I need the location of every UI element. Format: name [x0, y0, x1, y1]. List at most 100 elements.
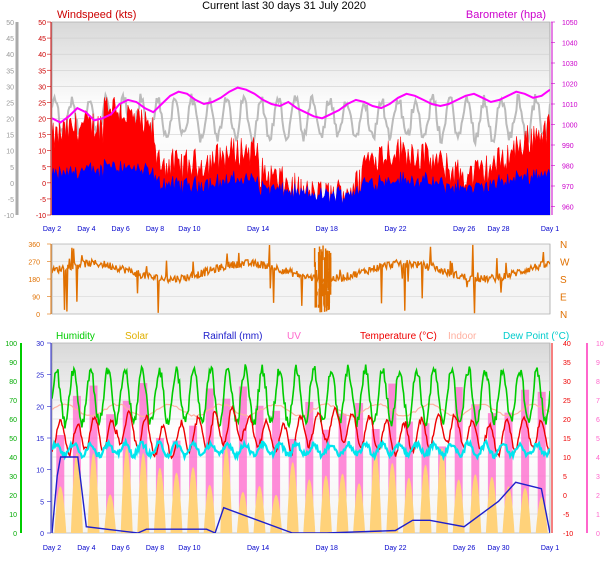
uv-bar [255, 405, 264, 533]
uv-tick-label: 3 [596, 474, 600, 481]
wind-tick-label: 15 [38, 133, 46, 140]
legend-item: Dew Point (°C) [503, 331, 569, 342]
rain-tick-label: 10 [36, 468, 44, 475]
x-tick-label-bottom: Day 4 [77, 545, 95, 552]
legend-item: Temperature (°C) [360, 331, 437, 342]
dewpoint-series [52, 437, 550, 462]
temperature-tick-label: 25 [563, 398, 571, 405]
x-tick-label: Day 4 [77, 226, 95, 233]
x-tick-label: Day 18 [316, 226, 338, 233]
outer-wind-tick-label: 25 [6, 100, 14, 107]
x-tick-label: Day 2 [43, 226, 61, 233]
legend-item: UV [287, 331, 301, 342]
temperature-tick-label: 10 [563, 455, 571, 462]
humidity-tick-label: 70 [9, 398, 17, 405]
outer-wind-tick-label: 30 [6, 84, 14, 91]
uv-bar [454, 387, 463, 533]
uv-bar [272, 410, 281, 533]
uv-bar [521, 389, 530, 533]
direction-tick-label: 270 [28, 260, 40, 267]
solar-peak [419, 464, 432, 533]
uv-bar [238, 386, 247, 533]
x-tick-label: Day 14 [247, 226, 269, 233]
x-tick-label: Day 22 [384, 226, 406, 233]
solar-peak [369, 451, 382, 533]
solar-peak [469, 474, 482, 533]
uv-tick-label: 9 [596, 360, 600, 367]
barometer-series [52, 86, 550, 124]
solar-peak [452, 479, 465, 533]
uv-tick-label: 7 [596, 398, 600, 405]
solar-peak [253, 485, 266, 533]
x-tick-label: Day 1 [541, 226, 559, 233]
uv-bar [305, 401, 314, 533]
uv-bar [106, 414, 115, 533]
outer-wind-tick-label: -5 [8, 197, 14, 204]
wind-tick-label: 25 [38, 100, 46, 107]
compass-label: N [560, 310, 567, 321]
uv-tick-label: 2 [596, 493, 600, 500]
legend-item: Indoor [448, 331, 477, 342]
solar-peak [120, 448, 133, 533]
temperature-tick-label: 40 [563, 341, 571, 348]
humidity-tick-label: 50 [9, 436, 17, 443]
compass-label: S [560, 275, 567, 286]
temperature-tick-label: 15 [563, 436, 571, 443]
outer-wind-tick-label: 35 [6, 68, 14, 75]
direction-tick-label: 360 [28, 242, 40, 249]
baro-tick-label: 1040 [562, 41, 578, 48]
direction-tick-label: 180 [28, 277, 40, 284]
solar-peak [220, 447, 233, 533]
rainfall-series [52, 456, 550, 533]
solar-peak [104, 494, 117, 533]
average-wind-series [52, 158, 550, 215]
wind-tick-label: 40 [38, 52, 46, 59]
outer-wind-tick-label: 45 [6, 36, 14, 43]
solar-peak [303, 479, 316, 533]
temperature-tick-label: 35 [563, 360, 571, 367]
outer-wind-tick-label: 10 [6, 149, 14, 156]
uv-tick-label: 0 [596, 531, 600, 538]
solar-peak [519, 487, 532, 533]
baro-tick-label: 1020 [562, 82, 578, 89]
solar-peak [336, 473, 349, 533]
wind-tick-label: 0 [42, 181, 46, 188]
uv-bar [487, 413, 496, 533]
temperature-tick-label: -10 [563, 531, 573, 538]
compass-label: W [560, 258, 570, 269]
uv-bar [537, 391, 546, 533]
uv-bar [504, 412, 513, 533]
rain-tick-label: 20 [36, 404, 44, 411]
direction-tick-label: 90 [32, 295, 40, 302]
solar-peak [203, 484, 216, 533]
rain-tick-label: 25 [36, 373, 44, 380]
x-tick-label-bottom: Day 1 [541, 545, 559, 552]
temperature-tick-label: -5 [563, 512, 569, 519]
humidity-tick-label: 80 [9, 379, 17, 386]
indoor-series [52, 403, 550, 418]
humidity-series [52, 364, 550, 430]
baro-tick-label: 1050 [562, 20, 578, 27]
uv-tick-label: 4 [596, 455, 600, 462]
baro-tick-label: 990 [562, 143, 574, 150]
outer-wind-tick-label: -10 [4, 213, 14, 220]
x-tick-label: Day 10 [178, 226, 200, 233]
legend-item: Humidity [56, 331, 95, 342]
compass-label: E [560, 293, 567, 304]
x-tick-label-bottom: Day 8 [146, 545, 164, 552]
outer-wind-tick-label: 40 [6, 52, 14, 59]
rain-tick-label: 15 [36, 436, 44, 443]
wind-tick-label: 20 [38, 117, 46, 124]
direction-tick-label: 0 [36, 312, 40, 319]
baro-axis-label: Barometer (hpa) [466, 9, 546, 21]
x-tick-label-bottom: Day 30 [487, 545, 509, 552]
rain-tick-label: 30 [36, 341, 44, 348]
solar-peak [270, 494, 283, 533]
x-tick-label-bottom: Day 14 [247, 545, 269, 552]
x-tick-label-bottom: Day 22 [384, 545, 406, 552]
uv-tick-label: 5 [596, 436, 600, 443]
temperature-tick-label: 5 [563, 474, 567, 481]
uv-bar [471, 404, 480, 533]
baro-tick-label: 1010 [562, 102, 578, 109]
